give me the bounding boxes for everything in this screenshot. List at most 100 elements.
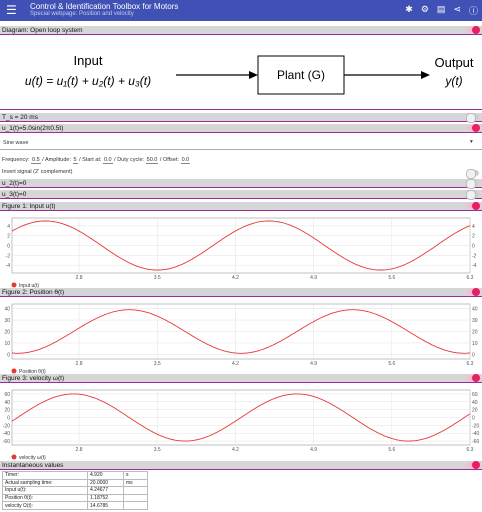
u1-parameters: Frequency: 0.5 / Amplitude: 5 / Start at… <box>2 157 191 164</box>
y-tick-label-right: 2 <box>472 234 475 240</box>
y-tick-label-left: 2 <box>7 234 10 240</box>
y-tick-label-right: -40 <box>472 431 479 437</box>
legend-label: Position θ(t) <box>19 369 46 374</box>
x-tick-label: 4.2 <box>232 447 239 453</box>
cell-unit <box>123 486 148 495</box>
cell-value: 20.0000 <box>87 478 124 488</box>
y-tick-label-left: -20 <box>3 423 10 429</box>
menu-icon[interactable]: ☰ <box>6 3 17 17</box>
legend-label: Input u(t) <box>19 283 39 288</box>
y-tick-label-right: -60 <box>472 439 479 445</box>
y-tick-label-left: 0 <box>7 352 10 358</box>
duty-input[interactable]: 50.0 <box>145 157 159 164</box>
instant-toggle[interactable] <box>467 461 480 469</box>
info-icon[interactable]: ⓘ <box>468 6 478 16</box>
x-tick-label: 3.5 <box>154 447 161 453</box>
block-diagram: Input u(t) = u₁(t) + u₂(t) + u₃(t) Plant… <box>25 53 474 95</box>
figure2-title: Figure 2: Position θ(t) <box>2 289 65 296</box>
x-tick-label: 4.2 <box>232 361 239 367</box>
y-tick-label-left: -2 <box>6 253 11 259</box>
y-tick-label-right: 0 <box>472 352 475 358</box>
diagram-header[interactable]: Diagram: Open loop system <box>0 26 482 35</box>
y-tick-label-right: 40 <box>472 400 478 406</box>
y-tick-label-left: 20 <box>4 408 10 414</box>
settings-icon[interactable]: ⚙ <box>420 4 429 14</box>
figure2-header[interactable]: Figure 2: Position θ(t) <box>0 288 482 297</box>
figure1-header[interactable]: Figure 1: Input u(t) <box>0 202 482 211</box>
figure3-toggle[interactable] <box>467 374 480 382</box>
x-tick-label: 4.2 <box>232 275 239 281</box>
instant-header[interactable]: Instantaneous values <box>0 461 482 470</box>
x-tick-label: 6.3 <box>467 447 474 453</box>
x-tick-label: 5.6 <box>388 275 395 281</box>
share-icon[interactable]: ⋖ <box>453 4 461 14</box>
y-tick-label-right: 60 <box>472 392 478 398</box>
y-tick-label-left: 30 <box>4 318 10 324</box>
x-tick-label: 4.9 <box>310 275 317 281</box>
cell-label: Position θ(t): <box>2 493 88 503</box>
waveform-value: Sine wave <box>3 140 29 146</box>
cell-unit <box>123 501 148 510</box>
x-tick-label: 2.8 <box>76 447 83 453</box>
cell-unit: s <box>123 471 148 480</box>
figure1-chart: 4 4 2 2 0 0 -2 -2 -4 -4 2.8 3.5 4.2 4.9 5.6 6.3 Input u(… <box>6 217 477 288</box>
y-tick-label-right: 0 <box>472 416 475 422</box>
y-tick-label-left: 60 <box>4 392 10 398</box>
chevron-down-icon[interactable]: ▾ <box>470 139 473 145</box>
series-line <box>11 220 471 271</box>
app-subtitle: Special webpage: Position and velocity <box>30 11 134 17</box>
cell-label: Timer: <box>2 471 88 480</box>
cell-value: 1.18752 <box>87 493 124 503</box>
series-line <box>11 393 471 442</box>
cell-value: 14.6785 <box>87 501 124 510</box>
u2-toggle[interactable] <box>466 179 479 189</box>
figure1-title: Figure 1: Input u(t) <box>2 203 56 210</box>
y-tick-label-right: 40 <box>472 307 478 313</box>
series-line <box>11 309 471 354</box>
y-tick-label-left: 0 <box>7 244 10 250</box>
invert-toggle[interactable] <box>466 169 479 179</box>
y-tick-label-left: 10 <box>4 341 10 347</box>
y-tick-label-left: 40 <box>4 400 10 406</box>
cell-label: Input u(t): <box>2 486 88 495</box>
instant-title: Instantaneous values <box>2 462 64 469</box>
amplitude-input[interactable]: 5 <box>72 157 78 164</box>
offset-label: / Offset: <box>159 157 180 163</box>
x-tick-label: 5.6 <box>388 447 395 453</box>
x-tick-label: 4.9 <box>310 447 317 453</box>
start-input[interactable]: 0.0 <box>102 157 113 164</box>
offset-input[interactable]: 0.0 <box>180 157 191 164</box>
ts-toggle[interactable] <box>466 113 479 123</box>
u2-header[interactable]: u_2(t)=0 <box>0 179 482 189</box>
table-row: Actual sampling time: 20.0000 ms <box>2 478 148 488</box>
figure3-header[interactable]: Figure 3: velocity ω(t) <box>0 374 482 383</box>
library-icon[interactable]: ▤ <box>436 4 446 14</box>
y-tick-label-left: 4 <box>7 224 10 230</box>
u1-toggle[interactable] <box>467 124 480 132</box>
cell-value: 4.24677 <box>87 486 124 495</box>
u3-toggle[interactable] <box>466 190 479 200</box>
u3-header[interactable]: u_3(t)=0 <box>0 190 482 200</box>
y-tick-label-left: 0 <box>7 416 10 422</box>
amplitude-label: / Amplitude: <box>42 157 71 163</box>
cell-value: 4.920 <box>87 471 124 480</box>
u1-header[interactable]: u_1(t)=5.0sin(2π0.5t) <box>0 124 482 133</box>
waveform-select[interactable]: Sine wave <box>3 140 28 146</box>
x-tick-label: 2.8 <box>76 275 83 281</box>
diagram-toggle[interactable] <box>467 26 480 34</box>
table-row: Position θ(t): 1.18752 <box>2 493 148 503</box>
figure1-toggle[interactable] <box>467 202 480 210</box>
y-tick-label-right: -4 <box>472 263 477 269</box>
input-label: Input <box>74 53 103 68</box>
ts-header[interactable]: T_s = 20 ms <box>0 113 482 123</box>
legend-marker <box>11 282 17 288</box>
figure2-chart: 40 40 30 30 20 20 10 10 0 0 2.8 3.5 4.2 4.9 5.6 6.3 Posi… <box>4 303 478 374</box>
cell-unit: ms <box>123 478 148 488</box>
x-tick-label: 3.5 <box>154 275 161 281</box>
figure2-toggle[interactable] <box>467 288 480 296</box>
frequency-input[interactable]: 0.5 <box>31 157 41 164</box>
pin-icon[interactable]: ✱ <box>405 4 413 14</box>
x-tick-label: 2.8 <box>76 361 83 367</box>
cell-unit <box>123 493 148 503</box>
